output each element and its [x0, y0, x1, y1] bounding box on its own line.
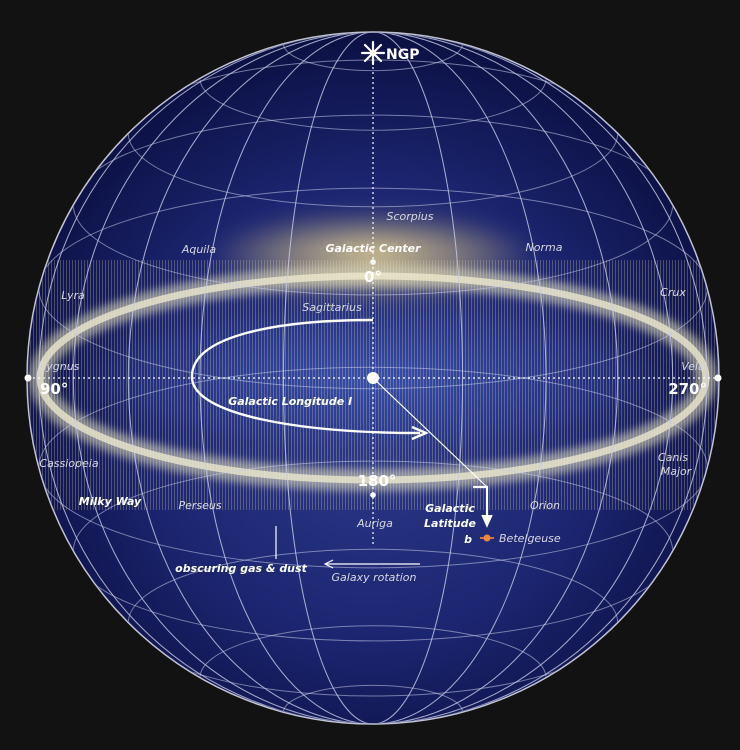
point-0deg [370, 259, 376, 265]
label-aquila: Aquila [181, 243, 217, 256]
point-270deg [714, 374, 722, 382]
label-galactic-latitude-1: Galactic [425, 502, 475, 515]
label-major: Major [661, 465, 693, 478]
longitude-arrowhead [411, 425, 430, 441]
label-0deg: 0° [364, 268, 382, 286]
label-norma: Norma [526, 241, 563, 254]
label-180deg: 180° [358, 472, 397, 490]
label-obscuring: obscuring gas & dust [175, 562, 307, 575]
label-latitude-b: b [464, 533, 472, 546]
label-vela: Vela [681, 360, 705, 373]
label-scorpius: Scorpius [386, 210, 433, 223]
latitude-arrow [473, 485, 489, 520]
label-cygnus: Cygnus [39, 360, 80, 373]
label-270deg: 270° [668, 380, 707, 398]
ngp-label: NGP [386, 47, 419, 63]
point-90deg [24, 374, 32, 382]
betelgeuse-star [480, 534, 494, 542]
rotation-arrowhead [323, 559, 334, 569]
label-crux: Crux [660, 286, 686, 299]
label-galactic-longitude: Galactic Longitude l [228, 395, 352, 408]
label-orion: Orion [530, 499, 560, 512]
latitude-arrowhead [481, 514, 493, 528]
label-galactic-center: Galactic Center [325, 242, 421, 255]
label-90deg: 90° [40, 380, 68, 398]
label-sagittarius: Sagittarius [302, 301, 362, 314]
label-perseus: Perseus [178, 499, 221, 512]
label-galactic-latitude-2: Latitude [424, 517, 476, 530]
label-canis: Canis [658, 451, 688, 464]
label-auriga: Auriga [356, 517, 393, 530]
ngp-star-icon [360, 40, 386, 66]
label-lyra: Lyra [61, 289, 85, 302]
label-galaxy-rotation: Galaxy rotation [332, 571, 417, 584]
point-180deg [370, 492, 376, 498]
sun-point [367, 372, 379, 384]
label-milky-way: Milky Way [79, 495, 142, 508]
longitude-arrow [190, 318, 421, 435]
label-cassiopeia: Cassiopeia [39, 457, 98, 470]
label-betelgeuse: Betelgeuse [499, 532, 561, 545]
betelgeuse-direction-line [372, 377, 488, 488]
